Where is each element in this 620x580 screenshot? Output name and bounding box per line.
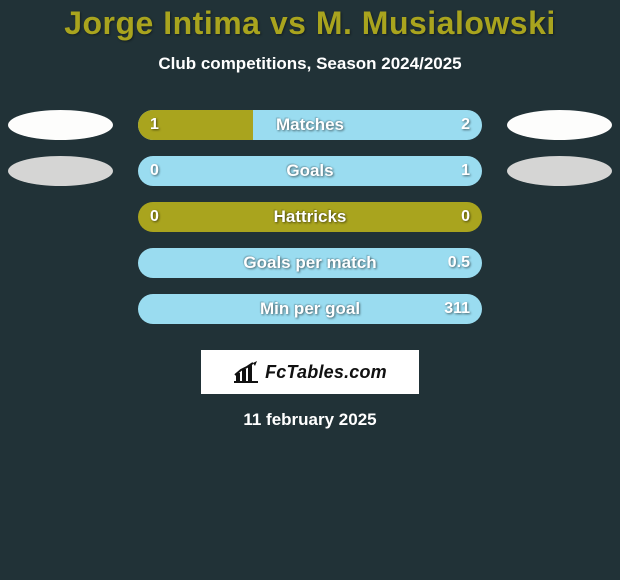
comparison-infographic: Jorge Intima vs M. Musialowski Club comp… bbox=[0, 0, 620, 580]
stat-row: Matches12 bbox=[0, 102, 620, 148]
player1-fill bbox=[138, 110, 253, 140]
stat-bar: Matches12 bbox=[138, 110, 482, 140]
player2-value: 2 bbox=[461, 110, 470, 140]
stat-bar: Min per goal311 bbox=[138, 294, 482, 324]
page-subtitle: Club competitions, Season 2024/2025 bbox=[0, 54, 620, 74]
stat-label: Min per goal bbox=[138, 294, 482, 324]
page-title: Jorge Intima vs M. Musialowski bbox=[0, 5, 620, 42]
brand-badge: FcTables.com bbox=[201, 350, 419, 394]
player1-marker bbox=[8, 156, 113, 186]
player1-marker bbox=[8, 110, 113, 140]
stat-label: Goals bbox=[138, 156, 482, 186]
stat-bar: Goals per match0.5 bbox=[138, 248, 482, 278]
stat-row: Goals0 1 bbox=[0, 148, 620, 194]
player2-value: 311 bbox=[444, 294, 470, 324]
player2-value: 0.5 bbox=[448, 248, 470, 278]
player2-value: 1 bbox=[461, 156, 470, 186]
bar-chart-icon bbox=[233, 361, 259, 383]
player1-value: 0 bbox=[150, 156, 159, 186]
date-text: 11 february 2025 bbox=[0, 410, 620, 430]
player2-value: 0 bbox=[461, 202, 470, 232]
stat-bar: Goals0 1 bbox=[138, 156, 482, 186]
player2-marker bbox=[507, 156, 612, 186]
stat-row: Hattricks0 0 bbox=[0, 194, 620, 240]
player1-value: 0 bbox=[150, 202, 159, 232]
brand-text: FcTables.com bbox=[265, 362, 387, 383]
stat-bar: Hattricks0 0 bbox=[138, 202, 482, 232]
comparison-chart: Matches12Goals01Hattricks00Goals per mat… bbox=[0, 102, 620, 332]
stat-label: Hattricks bbox=[138, 202, 482, 232]
player2-marker bbox=[507, 110, 612, 140]
stat-row: Goals per match0.5 bbox=[0, 240, 620, 286]
stat-row: Min per goal311 bbox=[0, 286, 620, 332]
stat-label: Goals per match bbox=[138, 248, 482, 278]
